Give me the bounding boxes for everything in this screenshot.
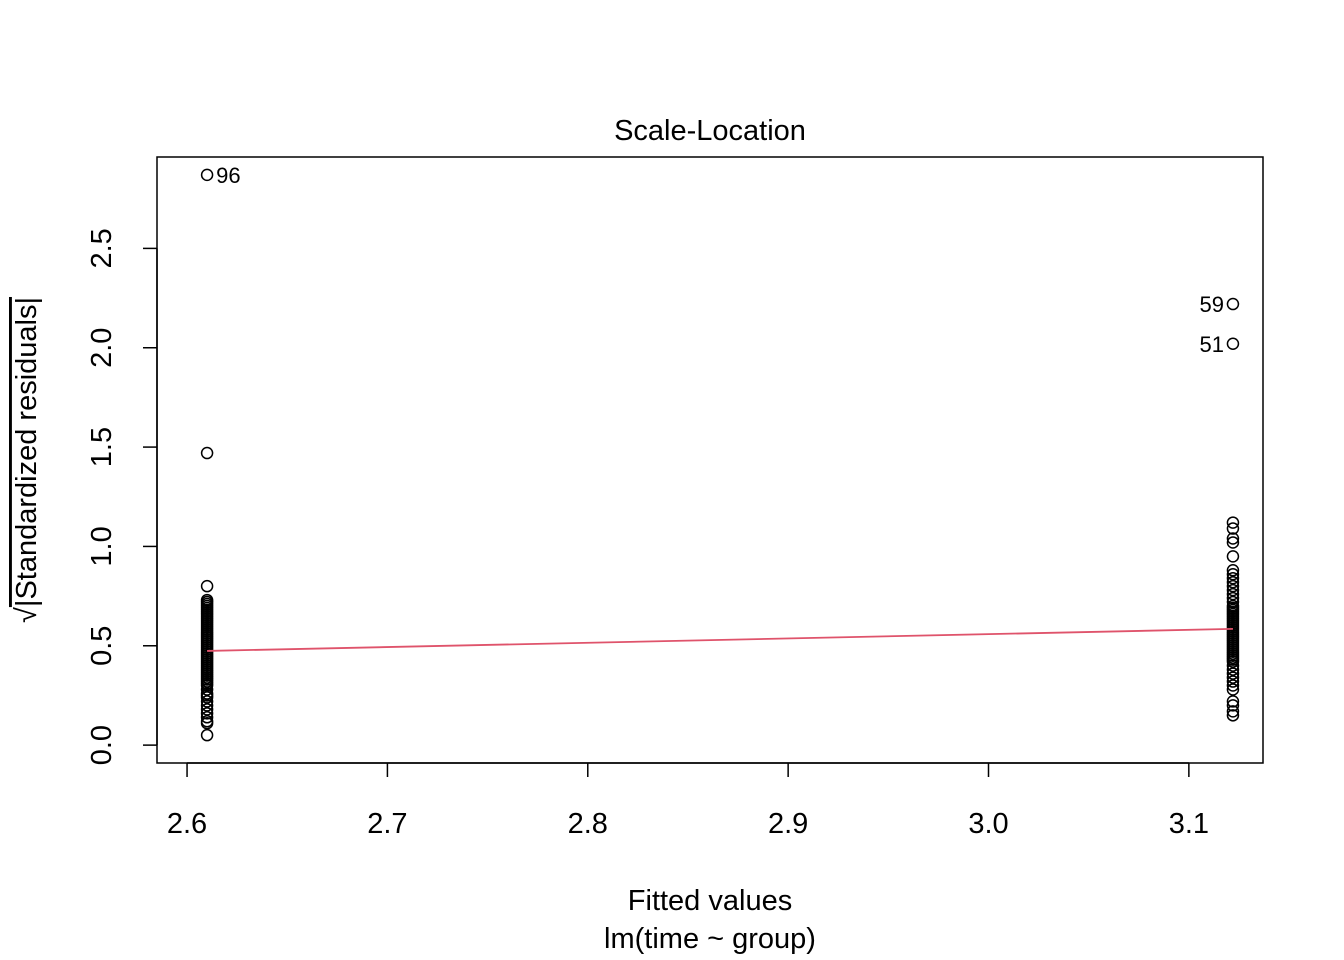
y-axis: 0.0 0.5 1.0 1.5 2.0 2.5 (86, 228, 158, 765)
data-points (200, 168, 1240, 742)
data-point (1226, 667, 1240, 680)
data-point (1226, 579, 1240, 593)
x-tick-label: 2.6 (167, 808, 207, 840)
data-point (1226, 671, 1240, 684)
data-point (200, 168, 214, 182)
data-point (1226, 337, 1240, 351)
y-axis-label-text: |Standardized residuals| (11, 297, 43, 607)
x-axis-label: Fitted values (628, 885, 792, 917)
data-point (1226, 695, 1240, 708)
y-axis-label-sqrt: √ (11, 607, 43, 623)
x-tick-label: 2.7 (367, 808, 407, 840)
data-point (1226, 522, 1240, 535)
data-point (1226, 699, 1240, 712)
x-tick-label: 2.9 (768, 808, 808, 840)
data-point (200, 579, 214, 593)
data-point (1226, 683, 1240, 696)
smooth-line-group (207, 627, 1233, 652)
data-point (200, 703, 214, 716)
data-point (200, 717, 214, 730)
data-point (200, 707, 214, 720)
data-point (1226, 679, 1240, 692)
x-axis: 2.6 2.7 2.8 2.9 3.0 3.1 (167, 762, 1209, 840)
data-point (1226, 575, 1240, 589)
y-tick-label: 2.0 (86, 328, 118, 368)
data-point (1226, 587, 1240, 601)
data-point (200, 691, 214, 704)
data-point (1226, 297, 1240, 311)
data-point (1226, 655, 1240, 668)
y-axis-label: √|Standardized residuals| (11, 297, 43, 623)
data-point (1226, 536, 1240, 549)
data-point (1226, 709, 1240, 722)
data-point (1226, 595, 1240, 609)
data-point (1226, 659, 1240, 672)
data-point (1226, 583, 1240, 597)
data-point (200, 679, 214, 692)
data-point (1226, 571, 1240, 585)
point-label: 51 (1199, 332, 1223, 357)
x-tick-label: 3.0 (968, 808, 1008, 840)
y-tick-label: 2.5 (86, 228, 118, 268)
x-tick-label: 3.1 (1169, 808, 1209, 840)
data-point (1226, 663, 1240, 676)
x-tick-label: 2.8 (568, 808, 608, 840)
data-point (1226, 567, 1240, 581)
chart-title: Scale-Location (614, 115, 806, 147)
data-point (200, 695, 214, 708)
data-point (1226, 516, 1240, 529)
smooth-line (207, 627, 1233, 652)
data-point (200, 699, 214, 712)
data-point (1226, 705, 1240, 718)
y-tick-label: 0.5 (86, 626, 118, 666)
data-point (200, 683, 214, 696)
data-point (200, 446, 214, 460)
plot-frame (156, 156, 1264, 764)
y-tick-label: 1.5 (86, 427, 118, 467)
data-point (1226, 564, 1240, 577)
point-label: 96 (216, 163, 240, 188)
chart-subtitle: lm(time ~ group) (604, 923, 816, 955)
point-annotations: 96 59 51 (216, 163, 1224, 357)
data-point (200, 711, 214, 724)
y-tick-label: 1.0 (86, 526, 118, 566)
data-point (1226, 532, 1240, 545)
data-point (200, 728, 214, 742)
y-tick-label: 0.0 (86, 725, 118, 765)
data-point (1226, 591, 1240, 605)
point-label: 59 (1199, 292, 1223, 317)
data-point (1226, 675, 1240, 688)
data-point (1226, 550, 1240, 563)
